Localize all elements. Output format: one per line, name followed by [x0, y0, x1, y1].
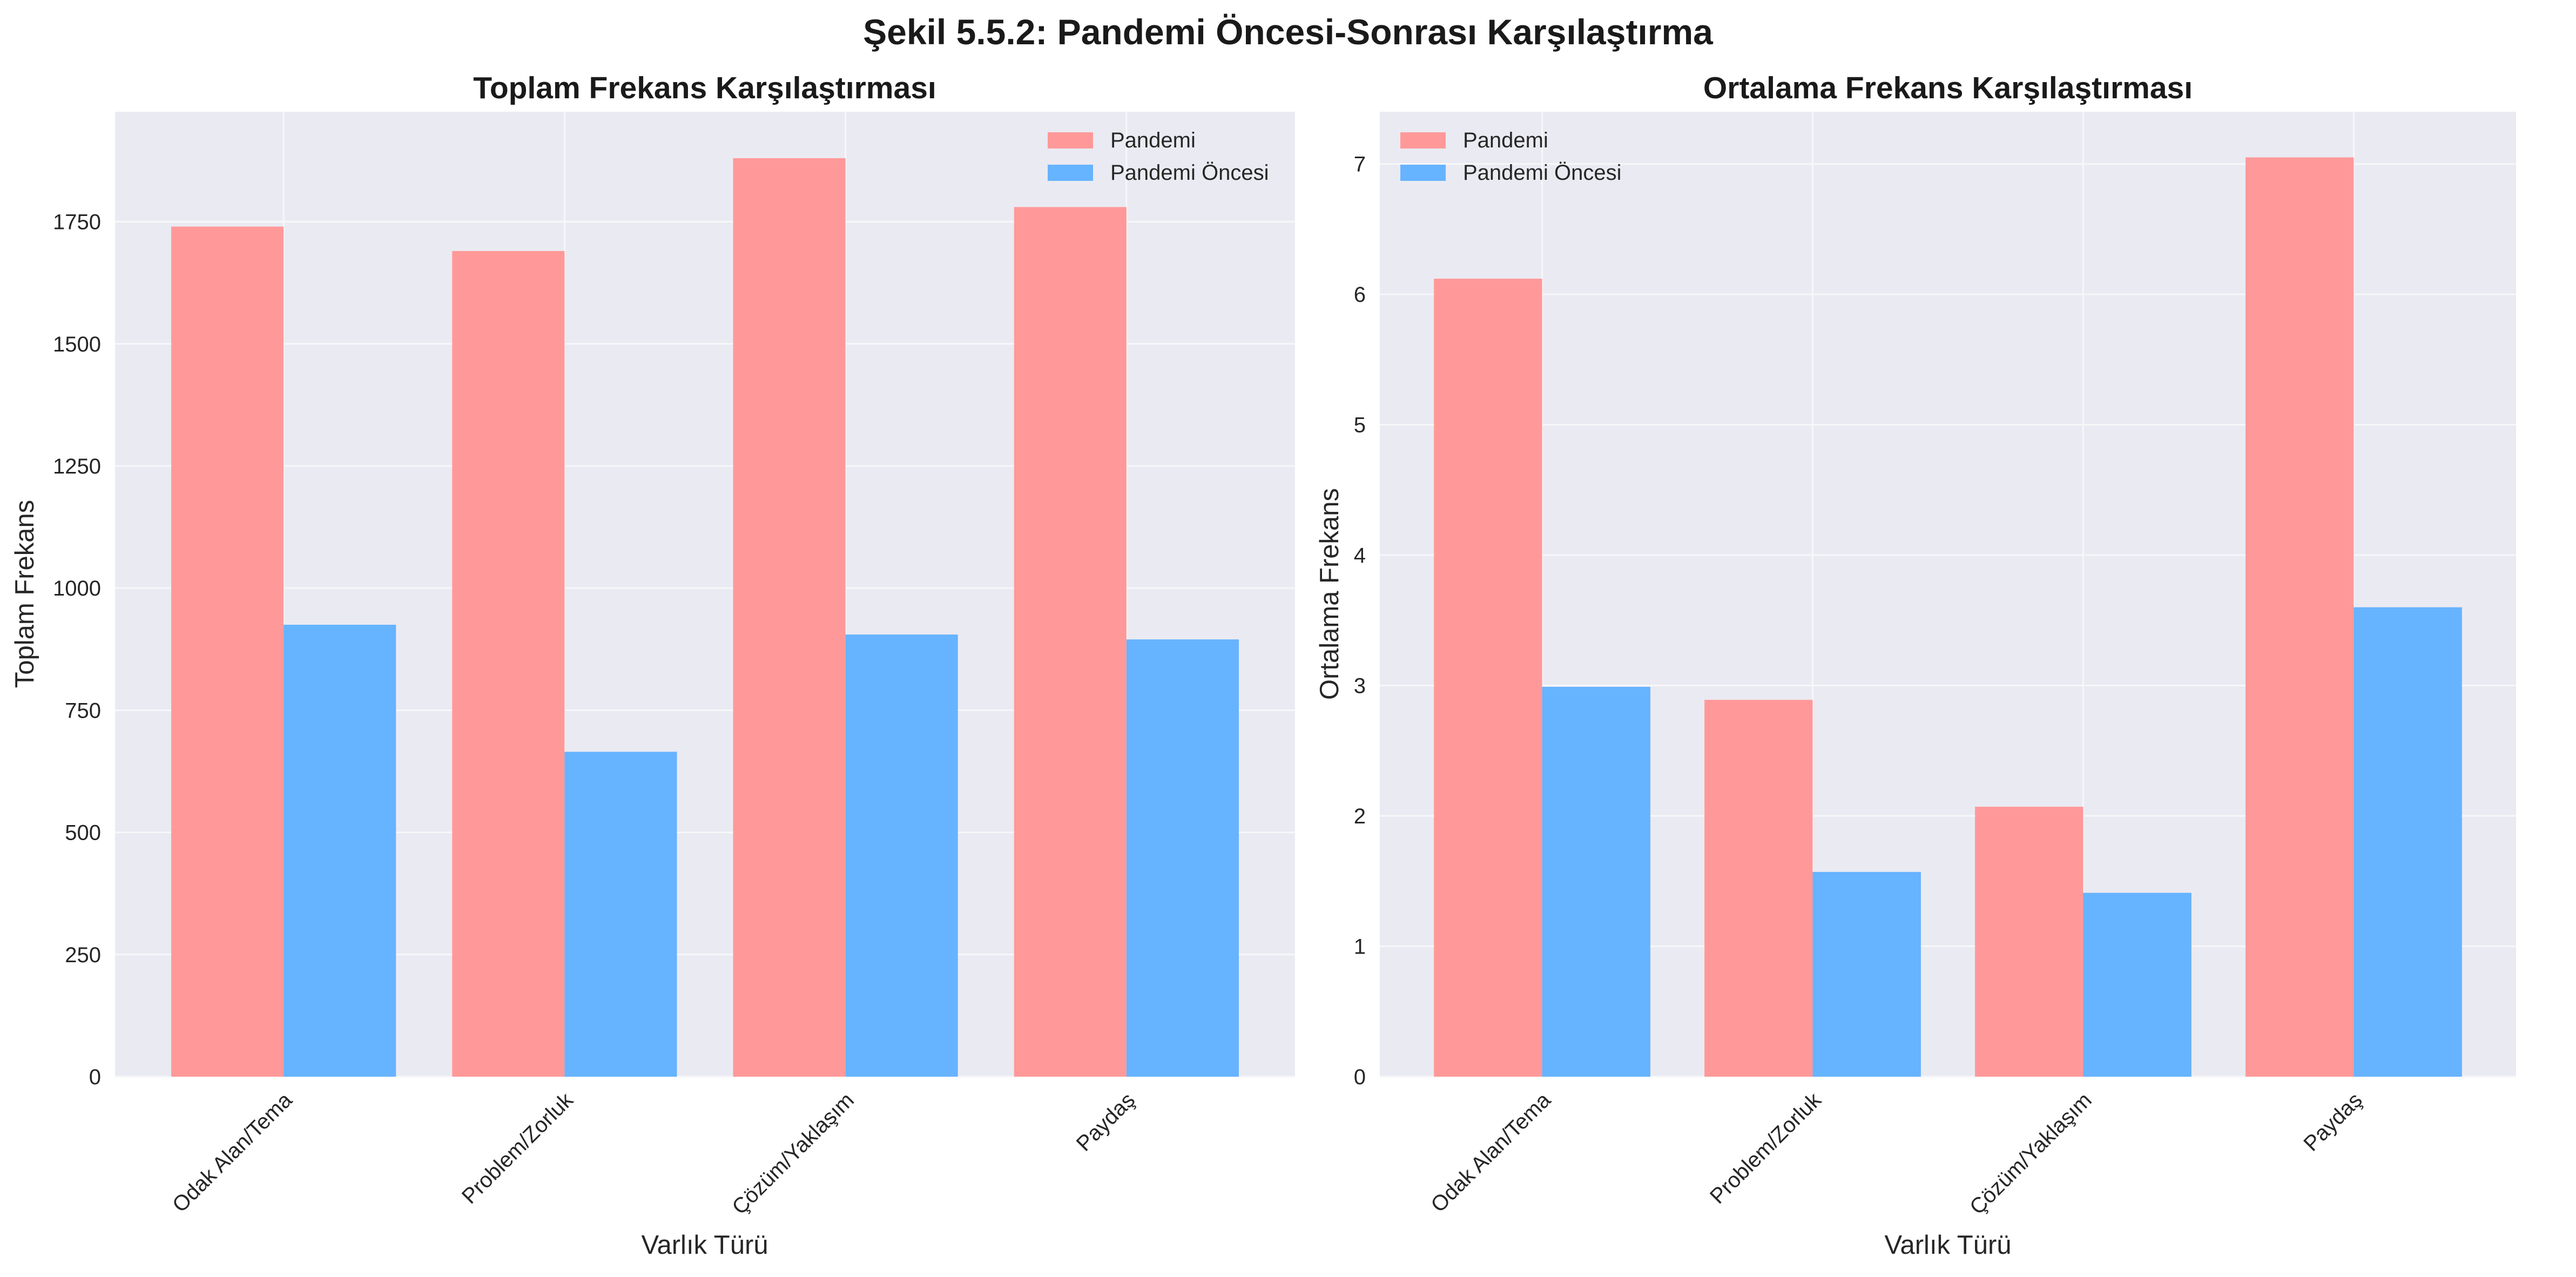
bar-pandemi [452, 251, 565, 1077]
bar-pandemi [171, 226, 284, 1077]
y-tick-label: 0 [89, 1065, 101, 1089]
y-axis-label-right: Ortalama Frekans [1315, 488, 1344, 700]
y-tick-label: 250 [65, 943, 101, 967]
y-tick-label: 6 [1354, 283, 1366, 307]
chart-title-right: Ortalama Frekans Karşılaştırması [1703, 71, 2193, 105]
y-tick-label: 0 [1354, 1065, 1366, 1089]
bar-pandemi-oncesi [2354, 607, 2462, 1077]
y-ticks-right: 0 1 2 3 4 5 6 7 [1354, 153, 1366, 1089]
bars-left [171, 158, 1239, 1077]
bar-pandemi-oncesi [845, 634, 958, 1077]
bar-pandemi [1975, 807, 2083, 1077]
legend-left: Pandemi Pandemi Öncesi [1048, 129, 1269, 185]
bar-pandemi [1434, 279, 1542, 1077]
y-tick-label: 1250 [53, 455, 101, 478]
y-tick-label: 3 [1354, 674, 1366, 698]
bar-pandemi-oncesi [564, 752, 677, 1077]
y-tick-label: 2 [1354, 805, 1366, 828]
bar-pandemi-oncesi [1126, 639, 1239, 1077]
y-tick-label: 500 [65, 821, 101, 845]
y-tick-label: 5 [1354, 414, 1366, 437]
y-axis-label-left: Toplam Frekans [10, 500, 39, 688]
bars-right [1434, 157, 2462, 1077]
y-tick-label: 7 [1354, 153, 1366, 177]
y-tick-label: 1000 [53, 577, 101, 600]
bar-pandemi [1704, 700, 1813, 1077]
bar-pandemi-oncesi [1542, 686, 1650, 1077]
x-axis-label-left: Varlık Türü [641, 1231, 768, 1260]
bar-pandemi-oncesi [1812, 871, 1921, 1077]
y-tick-label: 1500 [53, 333, 101, 356]
y-tick-label: 4 [1354, 544, 1366, 567]
figure-suptitle: Şekil 5.5.2: Pandemi Öncesi-Sonrası Karş… [863, 12, 1714, 52]
y-tick-label: 1750 [53, 211, 101, 234]
legend-label: Pandemi Öncesi [1463, 161, 1621, 185]
legend-label: Pandemi [1110, 129, 1196, 152]
bar-pandemi [1014, 207, 1127, 1077]
legend-swatch [1048, 132, 1093, 148]
x-axis-label-right: Varlık Türü [1884, 1231, 2011, 1260]
bar-pandemi [2245, 157, 2354, 1077]
bar-pandemi-oncesi [2083, 893, 2191, 1077]
y-tick-label: 1 [1354, 935, 1366, 959]
legend-swatch [1400, 165, 1446, 181]
legend-right: Pandemi Pandemi Öncesi [1400, 129, 1621, 185]
y-tick-label: 750 [65, 699, 101, 722]
legend-label: Pandemi [1463, 129, 1548, 152]
legend-swatch [1048, 165, 1093, 181]
bar-pandemi [733, 158, 846, 1077]
bar-pandemi-oncesi [284, 625, 396, 1077]
chart-title-left: Toplam Frekans Karşılaştırması [473, 71, 936, 105]
legend-label: Pandemi Öncesi [1110, 161, 1269, 185]
y-ticks-left: 0 250 500 750 1000 1250 1500 1750 [53, 211, 101, 1089]
legend-swatch [1400, 132, 1446, 148]
